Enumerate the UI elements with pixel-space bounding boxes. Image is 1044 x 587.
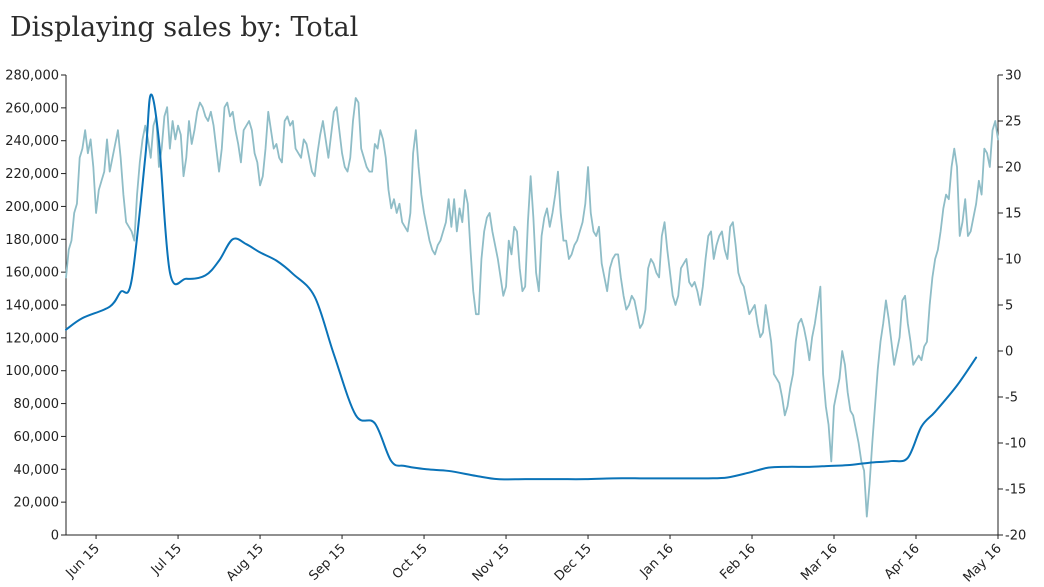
left-tick-label: 100,000 [5, 364, 59, 379]
right-y-axis: -20 -15 -10 -5 0 5 10 15 20 25 30 [997, 69, 1026, 544]
left-tick-label: 180,000 [5, 233, 59, 248]
left-tick-label: 160,000 [5, 266, 59, 281]
series-layer [65, 93, 999, 518]
left-tick-label: 220,000 [5, 167, 59, 182]
right-tick-label: 20 [1005, 161, 1022, 176]
chart-title: Displaying sales by: Total [10, 12, 359, 43]
right-tick-label: -20 [1005, 529, 1026, 544]
left-tick-label: 120,000 [5, 331, 59, 346]
right-tick-label: 0 [1005, 345, 1013, 360]
left-tick-label: 20,000 [14, 496, 60, 511]
x-axis: Jun 15 Jul 15 Aug 15 Sep 15 Oct 15 Nov 15 Dec … [63, 534, 1005, 585]
x-tick-label: Dec 15 [552, 541, 595, 584]
x-tick-label: Oct 15 [390, 541, 431, 582]
sales-total-line [65, 93, 978, 481]
right-tick-label: -15 [1005, 483, 1026, 498]
left-tick-label: 200,000 [5, 200, 59, 215]
left-tick-label: 0 [51, 529, 59, 544]
right-tick-label: 15 [1005, 207, 1022, 222]
left-tick-label: 260,000 [5, 101, 59, 116]
x-tick-label: Jan 16 [637, 541, 677, 581]
right-tick-label: 25 [1005, 115, 1022, 130]
right-tick-label: 5 [1005, 299, 1013, 314]
left-tick-label: 280,000 [5, 69, 59, 84]
left-tick-label: 140,000 [5, 299, 59, 314]
left-tick-label: 60,000 [14, 430, 60, 445]
x-tick-label: May 16 [961, 541, 1005, 585]
left-tick-label: 240,000 [5, 134, 59, 149]
left-y-axis: 0 20,000 40,000 60,000 80,000 100,000 120,000 1… [5, 69, 67, 544]
x-tick-label: Apr 16 [882, 541, 923, 582]
x-tick-label: Jun 15 [63, 541, 103, 581]
left-tick-label: 40,000 [14, 463, 60, 478]
right-tick-label: -10 [1005, 437, 1026, 452]
left-tick-label: 80,000 [14, 397, 60, 412]
x-tick-label: Sep 15 [306, 541, 349, 584]
x-tick-label: Nov 15 [470, 541, 513, 584]
x-tick-label: Mar 16 [798, 541, 841, 584]
right-tick-label: 30 [1005, 69, 1022, 84]
right-tick-label: 10 [1005, 253, 1022, 268]
x-tick-label: Feb 16 [717, 541, 759, 583]
x-tick-label: Aug 15 [224, 541, 267, 584]
x-tick-label: Jul 15 [148, 541, 185, 578]
right-tick-label: -5 [1005, 391, 1018, 406]
secondary-metric-line [65, 97, 999, 518]
